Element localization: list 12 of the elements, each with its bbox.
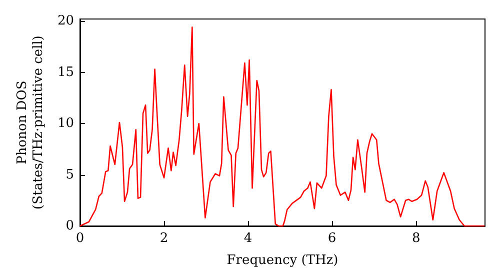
y-tick-label: 5: [66, 167, 74, 182]
x-axis-title: Frequency (THz): [226, 253, 338, 268]
y-tick-label: 10: [57, 116, 74, 132]
y-axis-title: Phonon DOS (States/THz·primitive cell): [15, 35, 46, 210]
x-tick-label: 2: [160, 231, 168, 246]
y-tick-label: 15: [57, 64, 74, 80]
x-tick-label: 6: [328, 231, 336, 246]
x-tick-label: 8: [412, 231, 420, 246]
y-tick-label: 20: [57, 14, 74, 29]
x-tick-label: 0: [76, 231, 84, 246]
y-tick-label: 0: [66, 218, 74, 234]
x-tick-label: 4: [244, 231, 252, 246]
